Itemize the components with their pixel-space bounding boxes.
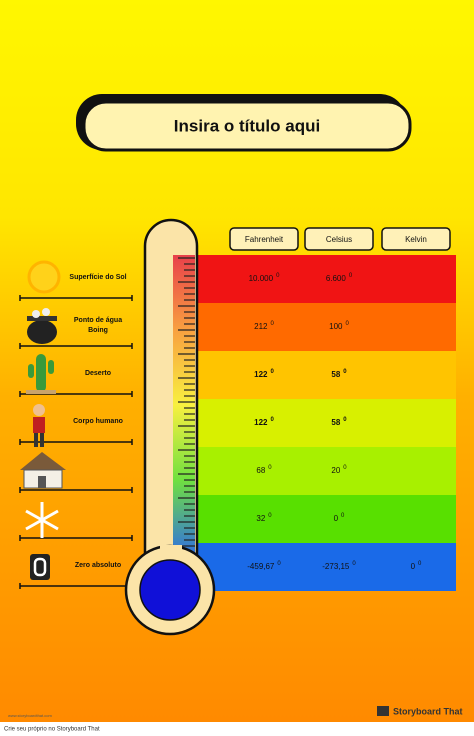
- brand: Storyboard That: [393, 706, 463, 716]
- header: Kelvin: [405, 235, 427, 244]
- cell-value: 20: [331, 466, 340, 475]
- cell-value: -459,67: [247, 562, 275, 571]
- cell: 212 0: [254, 321, 274, 332]
- header: Celsius: [326, 235, 352, 244]
- row-band: [196, 447, 456, 495]
- row-label: Ponto de água: [74, 317, 122, 324]
- degree-mark: 0: [271, 417, 275, 423]
- cell: 10.000 0: [249, 273, 280, 284]
- cell: 122 0: [254, 417, 274, 428]
- row-label: Boing: [88, 327, 108, 334]
- cell: -273,15 0: [322, 561, 356, 572]
- degree-mark: 0: [343, 417, 347, 423]
- row-band: [196, 543, 456, 591]
- degree-mark: 0: [343, 465, 347, 471]
- degree-mark: 0: [276, 273, 280, 279]
- cell-value: 212: [254, 322, 268, 331]
- cell-value: 100: [329, 322, 343, 331]
- row-band: [196, 495, 456, 543]
- brand-logo: [377, 706, 389, 716]
- row-label: Zero absoluto: [75, 562, 121, 569]
- house-icon: [20, 452, 66, 489]
- thermometer-bulb: [139, 559, 201, 621]
- cell-value: 10.000: [249, 274, 274, 283]
- cell-value: 122: [254, 418, 268, 427]
- cell-value: 0: [411, 562, 416, 571]
- title-box: [82, 100, 412, 152]
- degree-mark: 0: [349, 273, 353, 279]
- degree-mark: 0: [341, 513, 345, 519]
- cell-value: 68: [256, 466, 265, 475]
- cell-value: -273,15: [322, 562, 350, 571]
- snowflake-icon: [25, 502, 59, 538]
- footer-bar: [0, 722, 474, 736]
- degree-mark: 0: [268, 465, 272, 471]
- row-band: [196, 255, 456, 303]
- cactus-icon: [26, 354, 56, 394]
- row-band: [196, 351, 456, 399]
- title: Insira o título aqui: [174, 116, 320, 135]
- sun-icon: [27, 260, 61, 294]
- cell-value: 122: [254, 370, 268, 379]
- row-label: Corpo humano: [73, 418, 123, 425]
- cell: 100 0: [329, 321, 349, 332]
- cell-value: 6.600: [326, 274, 347, 283]
- cell: 122 0: [254, 369, 274, 380]
- cell: 20 0: [331, 465, 347, 476]
- cell-value: 58: [331, 418, 340, 427]
- header-box: [304, 227, 374, 251]
- degree-mark: 0: [352, 561, 356, 567]
- row-label: Superfície do Sol: [69, 274, 126, 281]
- cell: 68 0: [256, 465, 272, 476]
- header-box: [381, 227, 451, 251]
- cell-value: 32: [256, 514, 265, 523]
- row-band: [196, 399, 456, 447]
- degree-mark: 0: [346, 321, 350, 327]
- degree-mark: 0: [343, 369, 347, 375]
- degree-mark: 0: [268, 513, 272, 519]
- cell: 6.600 0: [326, 273, 353, 284]
- footer-caption[interactable]: Crie seu próprio no Storyboard That: [4, 727, 100, 733]
- cell: 58 0: [331, 417, 347, 428]
- header: Fahrenheit: [245, 235, 284, 244]
- degree-mark: 0: [418, 561, 422, 567]
- header-box: [229, 227, 299, 251]
- degree-mark: 0: [271, 321, 275, 327]
- row-label: Deserto: [85, 370, 111, 377]
- cell: 58 0: [331, 369, 347, 380]
- person-icon: [33, 404, 45, 447]
- degree-mark: 0: [271, 369, 275, 375]
- pot-icon: [27, 308, 57, 344]
- degree-mark: 0: [277, 561, 281, 567]
- cell-value: 0: [334, 514, 339, 523]
- zero-icon: [30, 554, 50, 580]
- cell-value: 58: [331, 370, 340, 379]
- cell: -459,67 0: [247, 561, 281, 572]
- row-band: [196, 303, 456, 351]
- cell: 32 0: [256, 513, 272, 524]
- footer-url: www.storyboardthat.com: [8, 713, 52, 718]
